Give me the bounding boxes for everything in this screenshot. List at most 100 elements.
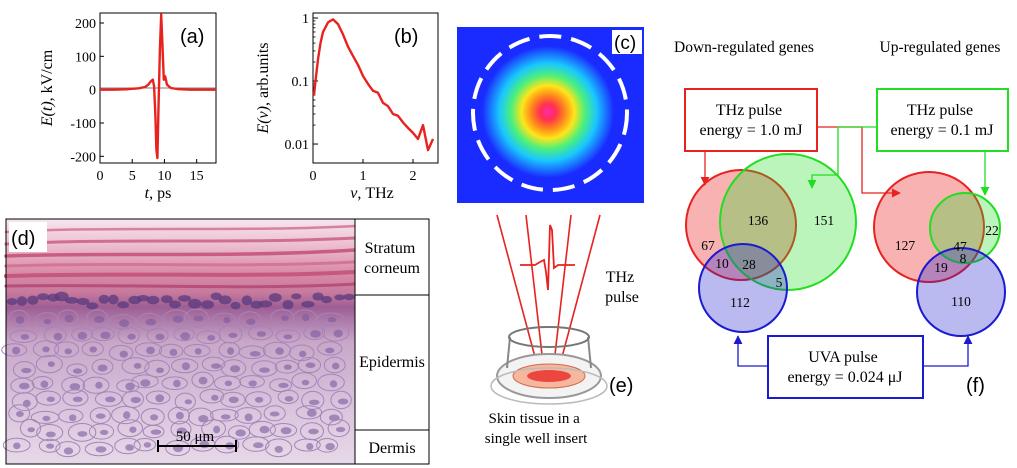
cell-nucleus: [259, 425, 270, 434]
cell-nucleus: [15, 316, 25, 324]
panel-b: 0 1 2 1 0.1 0.01 (b) ν, THz E(ν), arb.units: [255, 12, 439, 202]
cell-nucleus: [305, 362, 316, 369]
up-regulated-title: Up-regulated genes: [880, 39, 1001, 56]
cell-nucleus: [325, 443, 335, 451]
cell-nucleus: [333, 329, 343, 338]
cell-nucleus: [72, 368, 83, 374]
cell-outline: [131, 374, 159, 389]
layer-label-epidermis: Epidermis: [359, 354, 425, 371]
panel-a-ytick-labels: 200 100 0 -100 -200: [70, 17, 96, 165]
cell-nucleus: [198, 415, 209, 423]
cell-nucleus: [97, 364, 108, 372]
cell-nucleus: [223, 317, 231, 324]
cell-outline: [220, 391, 246, 408]
cell-nucleus: [258, 300, 273, 308]
up-count-red-green: 47: [953, 239, 967, 254]
cell-outline: [145, 390, 171, 405]
cell-nucleus: [21, 367, 32, 374]
down-venn-uva-circle: [698, 243, 788, 333]
cell-nucleus: [108, 294, 119, 305]
cell-outline: [163, 309, 190, 328]
cell-outline: [121, 357, 150, 375]
cell-outline: [251, 360, 278, 377]
cell-outline: [9, 329, 38, 343]
cell-nucleus: [235, 429, 246, 437]
cell-nucleus: [143, 442, 152, 448]
cell-nucleus: [94, 316, 105, 323]
cell-nucleus: [334, 294, 345, 301]
cell-nucleus: [198, 376, 208, 385]
cell-outline: [173, 327, 195, 342]
panel-b-xtick-label: 2: [410, 169, 417, 184]
blue-arrow-to-up-venn: [923, 335, 973, 367]
cell-outline: [263, 405, 286, 422]
cell-nucleus: [218, 295, 232, 305]
panel-a: 0 5 10 15 200 100 0 -100 -200 (a) t, ps E(t), k…: [39, 12, 217, 202]
cell-nucleus: [27, 295, 39, 305]
down-count-red-blue: 10: [715, 256, 729, 271]
cell-nucleus: [281, 315, 289, 321]
cell-outline: [117, 419, 143, 438]
cell-nucleus: [306, 443, 314, 450]
cell-outline: [158, 343, 184, 359]
cell-outline: [61, 376, 85, 394]
cell-nucleus: [321, 296, 332, 304]
panel-a-ytick-label: 100: [75, 50, 96, 65]
cell-nucleus: [310, 330, 321, 338]
cell-outline: [32, 340, 60, 358]
scale-bar-label: 50 μm: [176, 429, 215, 445]
cell-outline: [238, 311, 262, 329]
cell-outline: [114, 437, 141, 455]
cell-nucleus: [119, 319, 130, 328]
cell-nucleus: [220, 414, 231, 420]
cell-nucleus: [275, 347, 284, 355]
cell-nucleus: [193, 315, 204, 322]
cell-nucleus: [86, 302, 99, 310]
cell-outline: [67, 423, 97, 442]
cell-nucleus: [42, 346, 50, 353]
cell-outline: [234, 407, 262, 424]
cell-nucleus: [89, 346, 97, 353]
cell-nucleus: [278, 382, 289, 388]
cell-outline: [81, 341, 104, 357]
cell-outline: [295, 405, 323, 420]
cell-outline: [327, 419, 350, 438]
cell-nucleus: [332, 362, 340, 370]
cell-outline: [317, 341, 343, 356]
cell-outline: [265, 438, 293, 458]
cell-nucleus: [77, 431, 88, 437]
panel-b-series-line: [312, 18, 435, 152]
cell-nucleus: [312, 292, 324, 301]
cell-outline: [111, 405, 140, 425]
cell-nucleus: [129, 426, 137, 433]
cell-outline: [19, 418, 42, 438]
cell-outline: [1, 343, 28, 357]
panel-a-ytick-label: -200: [70, 150, 96, 165]
cell-nucleus: [43, 319, 52, 325]
cell-nucleus: [268, 293, 282, 302]
cell-nucleus: [123, 411, 131, 419]
cell-nucleus: [76, 297, 90, 306]
down-count-all-three: 28: [742, 257, 756, 272]
cell-nucleus: [95, 413, 106, 419]
cell-outline: [212, 312, 236, 326]
cell-nucleus: [194, 348, 202, 355]
up-regulated-venn: 127 47 22 19 8 110: [873, 171, 1006, 337]
cell-nucleus: [169, 300, 181, 309]
cell-outline: [199, 388, 225, 404]
panel-b-ytick-labels: 1 0.1 0.01: [285, 12, 310, 153]
cell-nucleus: [125, 382, 135, 391]
cell-outline: [35, 390, 62, 406]
panel-a-xtick-labels: 0 5 10 15: [97, 169, 204, 184]
panel-b-xtick-label: 0: [310, 169, 317, 184]
cell-outline: [167, 406, 190, 425]
cell-outline: [66, 363, 88, 377]
down-regulated-venn: 67 136 151 10 28 5 112: [685, 153, 857, 333]
cell-outline: [183, 344, 211, 358]
cell-outline: [170, 420, 192, 438]
cell-nucleus: [228, 396, 239, 403]
panel-a-ytick-label: -100: [70, 117, 96, 132]
cell-outline: [38, 438, 61, 453]
cell-nucleus: [105, 396, 116, 403]
cell-nucleus: [42, 415, 51, 422]
